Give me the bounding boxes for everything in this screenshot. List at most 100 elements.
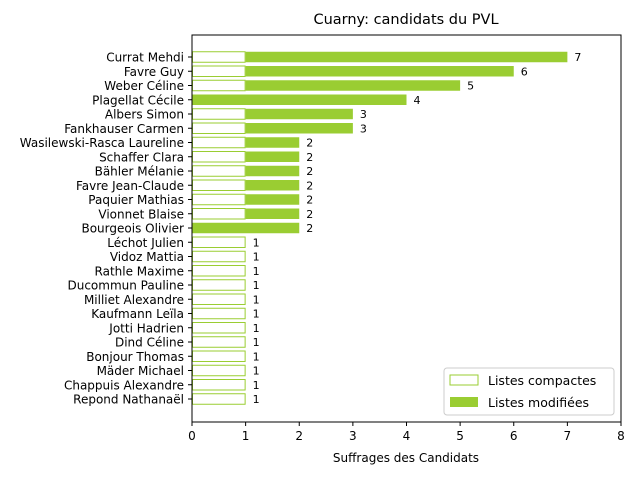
y-tick-label: Jotti Hadrien [108,321,184,335]
data-label: 1 [253,308,260,321]
bar-compactes [192,122,246,134]
data-label: 1 [253,279,260,292]
y-tick-label: Bähler Mélanie [95,165,184,179]
bar-modifiees [245,51,568,63]
bar-modifiees [245,80,461,91]
x-tick-label: 4 [403,429,411,443]
bar-compactes [192,136,246,149]
data-label: 7 [574,51,581,64]
bar-modifiees [245,165,300,177]
y-tick-label: Albers Simon [105,108,184,122]
plot-frame [191,34,622,423]
data-label: 1 [253,293,260,306]
legend-swatch-compactes [449,374,479,386]
data-label: 2 [306,222,313,235]
y-tick-label: Wasilewski-Rasca Laureline [20,136,184,150]
data-label: 2 [306,208,313,221]
y-tick-label: Weber Céline [104,79,184,93]
bar-compactes [192,51,246,63]
bar-compactes [192,108,246,120]
data-label: 1 [253,350,260,363]
bar-modifiees [245,194,300,205]
legend: Listes compactes Listes modifiées [443,367,615,416]
y-tick-label: Rathle Maxime [95,264,184,278]
y-tick-label: Currat Mehdi [106,51,184,65]
x-axis-ticks: 0 1 2 3 4 5 6 7 8 [188,422,625,443]
bar-modifiees [192,222,300,234]
x-tick-label: 7 [564,429,572,443]
y-tick-label: Paquier Mathias [88,193,184,207]
bar-compactes [192,250,246,263]
y-tick-label: Fankhauser Carmen [64,122,184,136]
y-tick-label: Ducommun Pauline [67,279,184,293]
data-label: 1 [253,265,260,278]
legend-label-modifiees: Listes modifiées [488,395,589,410]
y-tick-label: Bonjour Thomas [86,350,184,364]
y-tick-label: Vionnet Blaise [98,207,184,221]
bar-compactes [192,165,246,177]
bar-compactes [192,208,246,220]
data-label: 6 [521,65,528,78]
y-tick-label: Repond Nathanaël [73,393,184,407]
bar-modifiees [245,108,353,120]
y-tick-label: Kaufmann Leïla [91,307,184,321]
x-tick-label: 0 [188,429,196,443]
bar-modifiees [245,180,300,191]
y-tick-label: Vidoz Mattia [110,250,184,264]
y-tick-label: Schaffer Clara [99,150,184,164]
bar-modifiees [192,94,407,105]
bars-group [192,51,568,405]
bar-modifiees [245,123,353,134]
y-tick-label: Mäder Michael [97,364,184,378]
data-label: 3 [360,122,367,135]
bar-compactes [192,364,246,377]
y-tick-label: Plagellat Cécile [92,93,184,107]
bar-compactes [192,350,246,362]
bar-compactes [192,236,246,248]
bar-compactes [192,336,246,348]
x-tick-label: 3 [349,429,357,443]
data-label: 1 [253,251,260,264]
bar-compactes [192,265,246,277]
x-tick-label: 2 [295,429,303,443]
y-tick-label: Milliet Alexandre [84,293,184,307]
bar-modifiees [245,137,300,148]
bar-modifiees [245,151,300,162]
bar-modifiees [245,208,300,219]
y-tick-label: Chappuis Alexandre [64,378,184,392]
data-label: 3 [360,108,367,121]
bar-modifiees [245,66,514,77]
data-label: 1 [253,322,260,335]
y-tick-label: Léchot Julien [107,236,184,250]
data-label: 2 [306,137,313,150]
legend-swatch-modifiees [450,397,478,407]
y-tick-label: Dind Céline [115,336,184,350]
bar-compactes [192,307,246,320]
bar-compactes [192,322,246,334]
x-tick-label: 6 [510,429,518,443]
y-tick-label: Favre Jean-Claude [76,179,184,193]
data-label: 2 [306,165,313,178]
data-label: 5 [467,80,474,93]
y-tick-label: Favre Guy [124,65,184,79]
y-tick-label: Bourgeois Olivier [81,222,184,236]
bar-compactes [192,179,246,191]
legend-box [443,367,615,416]
x-tick-label: 1 [242,429,250,443]
data-label: 1 [253,336,260,349]
data-label: 4 [414,94,421,107]
bar-compactes [192,151,246,163]
x-tick-label: 5 [456,429,464,443]
data-label: 1 [253,365,260,378]
bar-compactes [192,293,246,305]
data-label: 1 [253,393,260,406]
bar-compactes [192,393,246,405]
legend-label-compactes: Listes compactes [488,373,596,388]
data-label: 1 [253,379,260,392]
data-label: 2 [306,151,313,164]
bar-compactes [192,279,246,291]
bar-compactes [192,379,246,391]
data-label: 2 [306,179,313,192]
